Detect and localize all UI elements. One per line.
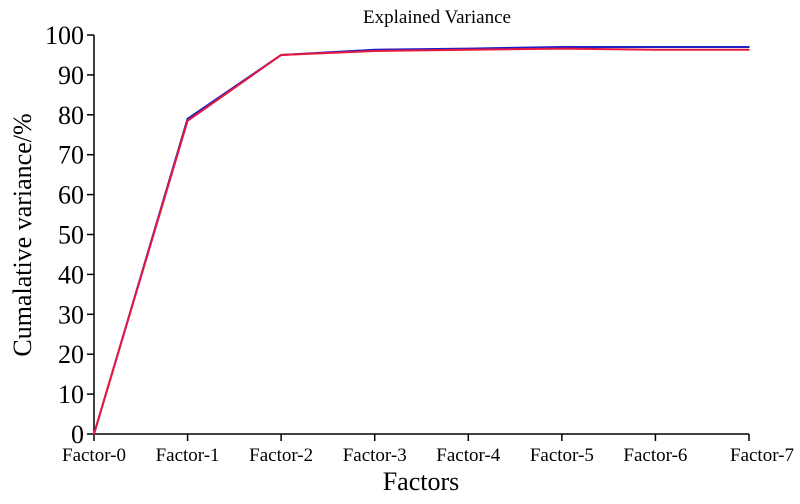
y-axis-title: Cumalative variance/% <box>8 113 37 356</box>
x-tick-label: Factor-1 <box>156 445 220 466</box>
x-axis-title: Factors <box>383 467 460 496</box>
y-tick-label: 100 <box>45 21 84 50</box>
y-tick-label: 10 <box>58 380 84 409</box>
series-2-point <box>654 48 657 51</box>
series-2-point <box>561 47 563 50</box>
series-2-point <box>373 50 376 52</box>
x-tick-label: Factor-3 <box>343 445 407 466</box>
y-tick-label: 30 <box>58 300 84 329</box>
series-1-point <box>561 46 563 48</box>
series-2-point <box>467 48 470 51</box>
y-tick-label: 80 <box>58 101 84 130</box>
series-2-point <box>280 54 282 56</box>
y-axis-ticks: 0 10 20 30 40 50 60 70 80 90 100 <box>45 21 94 449</box>
x-tick-label: Factor-7 <box>730 445 794 466</box>
y-tick-label: 70 <box>58 141 84 170</box>
series-1-point <box>654 46 657 48</box>
y-tick-label: 20 <box>58 340 84 369</box>
y-tick-label: 60 <box>58 181 84 210</box>
x-tick-label: Factor-6 <box>623 445 687 466</box>
series-line-2 <box>93 47 749 435</box>
y-tick-label: 40 <box>58 260 84 289</box>
series-line-1 <box>93 45 749 435</box>
x-tick-label: Factor-4 <box>436 445 500 466</box>
series-layer <box>93 45 750 435</box>
y-tick-label: 50 <box>58 221 84 250</box>
y-tick-label: 0 <box>71 420 84 449</box>
series-2-point <box>93 433 95 435</box>
x-tick-label: Factor-2 <box>249 445 313 466</box>
series-2-point <box>186 119 189 122</box>
x-tick-label: Factor-5 <box>530 445 594 466</box>
chart-title: Explained Variance <box>363 7 511 28</box>
x-tick-label: Factor-0 <box>62 445 126 466</box>
x-axis-ticks: Factor-0 Factor-1 Factor-2 Factor-3 Factor-4… <box>62 434 794 466</box>
series-1-point <box>186 117 189 120</box>
series-2-point <box>748 48 750 51</box>
series-1-point <box>748 46 750 48</box>
y-tick-label: 90 <box>58 61 84 90</box>
